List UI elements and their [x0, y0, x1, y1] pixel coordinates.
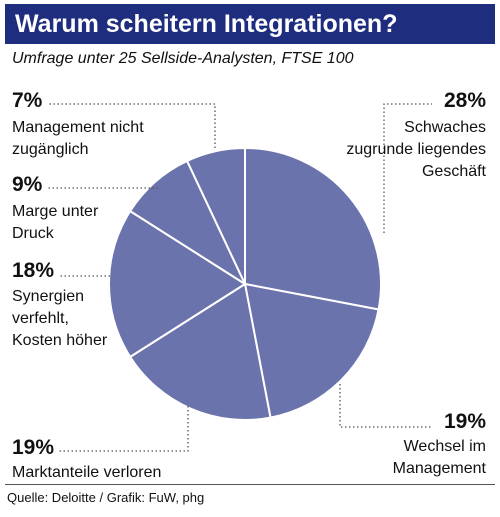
slice-category-label-line: Druck [12, 225, 54, 242]
slice-percent-label: 19% [12, 436, 55, 459]
slice-category-label: Wechsel im Management [393, 436, 486, 480]
slice-category-label: Management nicht zugänglich [12, 117, 144, 161]
slice-category-label: Synergien verfehlt, Kosten höher [12, 286, 107, 352]
slice-category-label: Schwaches zugrunde liegendes Geschäft [346, 117, 486, 183]
slice-percent-label: 7% [12, 89, 43, 112]
source-note: Quelle: Deloitte / Grafik: FuW, phg [7, 490, 205, 505]
slice-category-label-line: Schwaches [404, 119, 486, 136]
slice-percent-label: 28% [443, 89, 486, 112]
slice-category-label: Marktanteile verloren [12, 462, 161, 484]
slice-category-label-line: Marge unter [12, 203, 99, 220]
chart-title: Warum scheitern Integrationen? [15, 10, 398, 38]
slice-category-label: Marge unter Druck [12, 201, 98, 245]
pie-slice-2 [129, 283, 272, 421]
leader-line-0 [383, 103, 432, 233]
slice-category-label-line: Wechsel im [403, 438, 486, 455]
leader-line-2 [58, 406, 189, 452]
slice-category-label-line: verfehlt, [12, 310, 69, 327]
chart-subtitle: Umfrage unter 25 Sellside-Analysten, FTS… [12, 50, 354, 67]
slice-category-label-line: Kosten höher [12, 332, 108, 349]
slice-category-label-line: Geschäft [421, 163, 486, 180]
slice-percent-label: 9% [12, 173, 43, 196]
leader-line-5 [48, 103, 216, 148]
slice-percent-label: 19% [443, 410, 486, 433]
slice-category-label-line: Management [392, 460, 486, 477]
pie-slice-5 [186, 147, 246, 285]
title-bar: Warum scheitern Integrationen? [5, 4, 495, 44]
slice-category-label-line: Management nicht [12, 119, 144, 136]
pie-slice-0 [244, 147, 382, 311]
slice-category-label-line: Synergien [12, 288, 85, 305]
pie-slice-1 [244, 283, 380, 419]
slice-category-label-line: zugänglich [12, 141, 89, 158]
slice-percent-label: 18% [12, 259, 55, 282]
pie-slice-3 [108, 210, 246, 358]
divider [5, 484, 495, 485]
slice-category-label-line: zugrunde liegendes [346, 141, 486, 158]
leader-line-1 [339, 384, 432, 428]
slice-category-label-line: Marktanteile verloren [12, 464, 162, 481]
